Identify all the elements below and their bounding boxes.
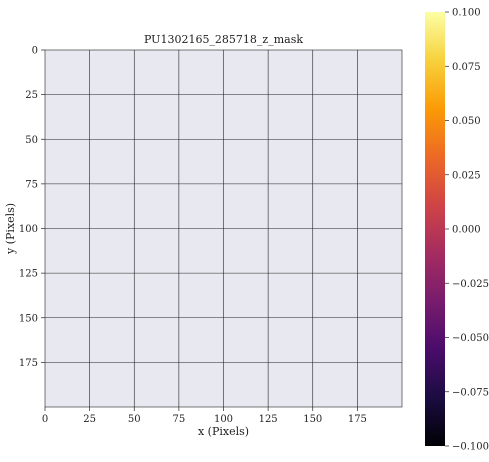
- grid-lines: [45, 50, 402, 407]
- colorbar-ticks: 0.100 0.075 0.050 0.025 0.000 −0.025 −0.050 −0.…: [445, 8, 489, 453]
- colorbar-tick-label: 0.100: [452, 8, 481, 19]
- x-axis-ticks: 0 25 50 75 100 125 150 175: [42, 407, 367, 425]
- y-tick-label: 150: [19, 313, 38, 324]
- x-tick-label: 125: [259, 414, 278, 425]
- x-tick-label: 50: [128, 414, 141, 425]
- x-tick-label: 100: [214, 414, 233, 425]
- colorbar: [425, 12, 445, 446]
- y-tick-label: 25: [25, 90, 38, 101]
- y-axis-ticks: 0 25 50 75 100 125 150 175: [19, 46, 45, 369]
- y-tick-label: 75: [25, 179, 38, 190]
- colorbar-tick-label: 0.050: [452, 116, 481, 127]
- colorbar-tick-label: 0.000: [452, 225, 481, 236]
- y-tick-label: 175: [19, 358, 38, 369]
- colorbar-tick-label: −0.100: [452, 442, 489, 453]
- y-tick-label: 125: [19, 269, 38, 280]
- colorbar-tick-label: −0.025: [452, 279, 489, 290]
- x-tick-label: 175: [348, 414, 367, 425]
- x-tick-label: 150: [303, 414, 322, 425]
- colorbar-tick-label: 0.075: [452, 62, 481, 73]
- y-tick-label: 50: [25, 135, 38, 146]
- colorbar-tick-label: −0.075: [452, 387, 489, 398]
- y-tick-label: 100: [19, 224, 38, 235]
- y-axis-label: y (Pixels): [4, 203, 17, 255]
- chart-title: PU1302165_285718_z_mask: [144, 33, 303, 46]
- x-tick-label: 0: [42, 414, 48, 425]
- x-tick-label: 75: [173, 414, 186, 425]
- colorbar-tick-label: −0.050: [452, 333, 489, 344]
- y-tick-label: 0: [32, 46, 38, 57]
- colorbar-tick-label: 0.025: [452, 170, 481, 181]
- x-tick-label: 25: [83, 414, 96, 425]
- x-axis-label: x (Pixels): [198, 425, 249, 438]
